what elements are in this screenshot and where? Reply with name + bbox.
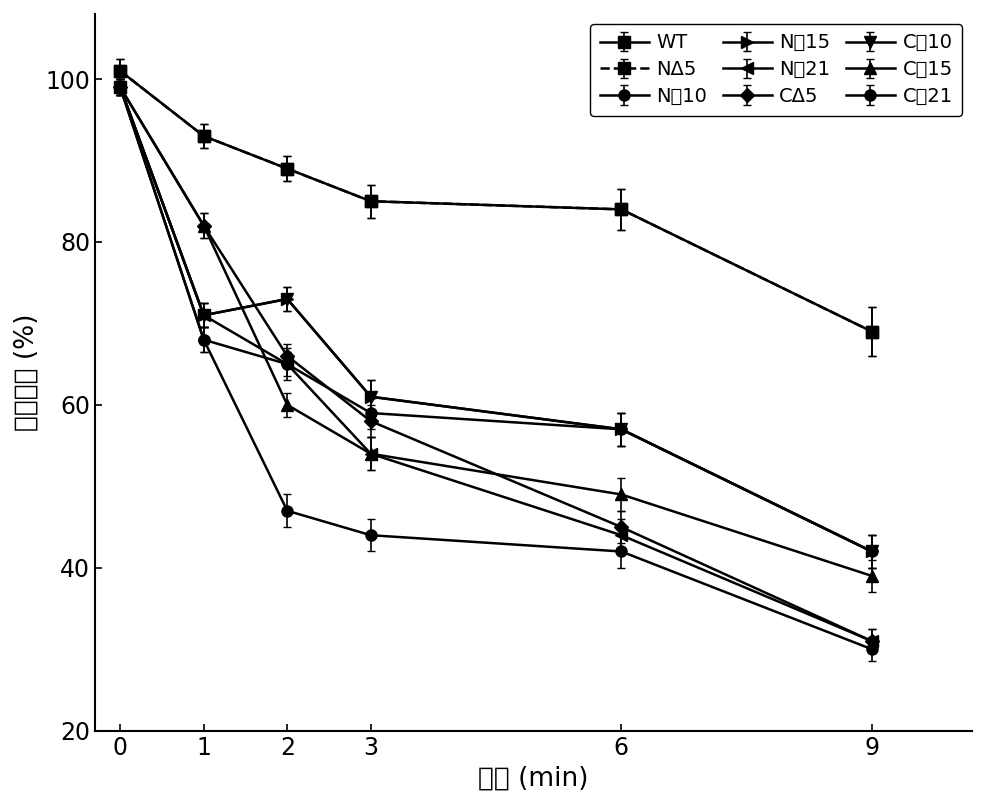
Legend: WT, NΔ5, N㥅10, N㥅15, N㥅21, CΔ5, C㥅10, C㥅15, C㥅21: WT, NΔ5, N㥅10, N㥅15, N㥅21, CΔ5, C㥅10, C㥅… [591,23,962,116]
Y-axis label: 残余酶活 (%): 残余酶活 (%) [14,313,39,431]
X-axis label: 时间 (min): 时间 (min) [478,765,589,791]
